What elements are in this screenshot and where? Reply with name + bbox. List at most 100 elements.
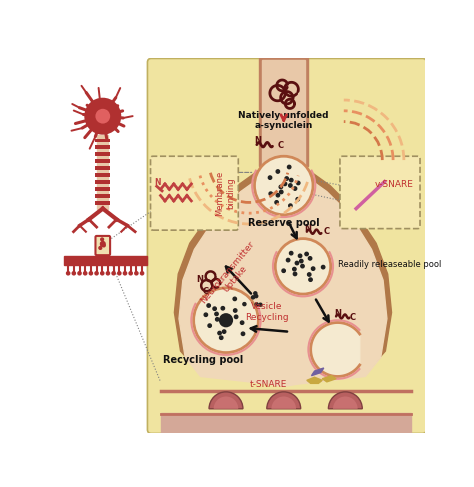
- Circle shape: [194, 288, 258, 353]
- Circle shape: [276, 170, 280, 173]
- Circle shape: [241, 332, 245, 336]
- Polygon shape: [322, 375, 336, 382]
- Polygon shape: [174, 159, 392, 380]
- Circle shape: [117, 271, 122, 276]
- Circle shape: [252, 296, 255, 299]
- Circle shape: [293, 272, 297, 276]
- Circle shape: [282, 269, 285, 272]
- Circle shape: [289, 184, 292, 187]
- Text: Vesicle
Recycling: Vesicle Recycling: [245, 302, 289, 322]
- Circle shape: [311, 267, 315, 270]
- Circle shape: [240, 321, 244, 324]
- Text: Membrane
binding: Membrane binding: [216, 170, 235, 216]
- Circle shape: [66, 271, 71, 276]
- Circle shape: [123, 271, 128, 276]
- Polygon shape: [310, 322, 360, 376]
- Circle shape: [295, 262, 299, 265]
- Circle shape: [255, 295, 258, 298]
- Bar: [95, 138, 110, 142]
- Circle shape: [95, 109, 110, 124]
- Circle shape: [219, 313, 233, 327]
- Wedge shape: [267, 392, 301, 409]
- Circle shape: [283, 182, 287, 186]
- Circle shape: [289, 204, 292, 207]
- Circle shape: [72, 271, 76, 276]
- Circle shape: [106, 271, 110, 276]
- Circle shape: [215, 312, 218, 316]
- Bar: [95, 201, 110, 205]
- Circle shape: [298, 254, 302, 258]
- Text: N: N: [196, 275, 203, 284]
- Wedge shape: [328, 392, 362, 409]
- Circle shape: [213, 307, 216, 310]
- Circle shape: [111, 271, 116, 276]
- Text: t-SNARE: t-SNARE: [250, 380, 288, 390]
- Circle shape: [94, 271, 99, 276]
- Circle shape: [101, 243, 104, 246]
- Text: N: N: [334, 309, 341, 318]
- Circle shape: [279, 185, 283, 188]
- Bar: [95, 146, 110, 150]
- Circle shape: [128, 271, 133, 276]
- FancyBboxPatch shape: [95, 236, 110, 255]
- Circle shape: [234, 309, 237, 312]
- FancyBboxPatch shape: [340, 156, 420, 228]
- Circle shape: [235, 315, 238, 318]
- Text: Natively unfolded
a-synuclein: Natively unfolded a-synuclein: [238, 111, 329, 130]
- Text: N: N: [304, 224, 311, 233]
- Polygon shape: [259, 58, 309, 166]
- Circle shape: [255, 303, 258, 306]
- Circle shape: [287, 165, 291, 169]
- Wedge shape: [209, 392, 243, 409]
- FancyBboxPatch shape: [151, 156, 238, 230]
- Text: Recycling pool: Recycling pool: [163, 355, 243, 365]
- Text: Readily releaseable pool: Readily releaseable pool: [337, 260, 441, 269]
- Bar: [95, 187, 110, 191]
- Polygon shape: [311, 368, 324, 375]
- Bar: [95, 152, 110, 156]
- Circle shape: [243, 302, 246, 306]
- Circle shape: [102, 244, 105, 247]
- Circle shape: [207, 304, 210, 307]
- Text: C: C: [278, 141, 284, 150]
- Wedge shape: [214, 396, 238, 409]
- Circle shape: [221, 306, 225, 310]
- Circle shape: [309, 278, 312, 281]
- Text: C: C: [350, 313, 356, 322]
- Text: Reserve pool: Reserve pool: [248, 218, 319, 228]
- Text: C: C: [203, 287, 209, 296]
- Bar: [95, 180, 110, 184]
- Circle shape: [321, 265, 325, 269]
- Circle shape: [309, 257, 312, 260]
- Circle shape: [254, 292, 257, 295]
- Polygon shape: [161, 412, 411, 433]
- Polygon shape: [97, 135, 108, 208]
- Circle shape: [308, 273, 311, 276]
- Circle shape: [269, 192, 273, 195]
- Polygon shape: [262, 60, 305, 165]
- Polygon shape: [64, 256, 147, 265]
- Bar: [95, 166, 110, 170]
- Circle shape: [259, 303, 262, 306]
- Circle shape: [286, 259, 290, 262]
- Polygon shape: [179, 160, 387, 387]
- Text: Neurotransmitter
Uptake: Neurotransmitter Uptake: [199, 239, 264, 312]
- FancyBboxPatch shape: [147, 58, 426, 433]
- Circle shape: [100, 242, 105, 246]
- Circle shape: [268, 176, 272, 179]
- Text: v-SNARE: v-SNARE: [374, 180, 413, 189]
- Circle shape: [296, 198, 300, 201]
- Circle shape: [216, 318, 219, 321]
- Wedge shape: [333, 396, 358, 409]
- Wedge shape: [272, 396, 296, 409]
- Circle shape: [222, 330, 226, 333]
- Circle shape: [301, 264, 304, 268]
- Circle shape: [99, 246, 102, 249]
- Circle shape: [300, 260, 303, 263]
- Polygon shape: [307, 377, 322, 383]
- Circle shape: [77, 271, 82, 276]
- Circle shape: [280, 190, 283, 194]
- Circle shape: [204, 313, 208, 317]
- Circle shape: [305, 252, 308, 256]
- Circle shape: [290, 178, 293, 182]
